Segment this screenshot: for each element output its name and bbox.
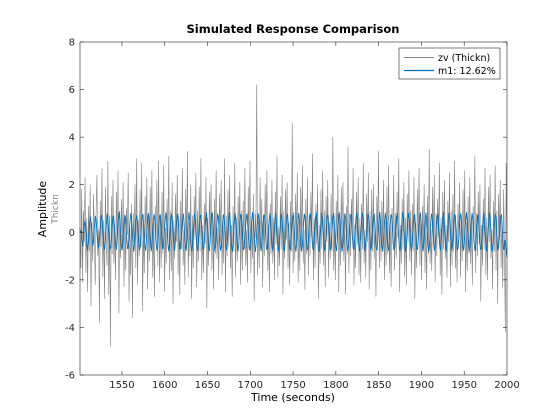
x-tick-label: 1900	[409, 380, 434, 391]
chart-title: Simulated Response Comparison	[187, 22, 400, 36]
y-tick-label: 8	[69, 38, 75, 49]
legend-box	[398, 47, 501, 80]
y-tick-label: 6	[69, 85, 75, 96]
x-tick-label: 1550	[109, 380, 134, 391]
legend-label-zv: zv (Thickn)	[438, 53, 490, 64]
channel-label: Thickn	[51, 194, 61, 225]
x-tick-label: 1750	[280, 380, 305, 391]
series-layer	[79, 84, 508, 347]
plot-area	[80, 42, 507, 375]
x-tick-label: 1600	[152, 380, 177, 391]
series-line-m1	[79, 211, 508, 258]
series-line-zv	[79, 84, 508, 347]
axes-box	[79, 41, 508, 376]
y-tick-label: -2	[65, 275, 75, 286]
y-tick-label: -6	[65, 371, 75, 382]
legend-label-m1: m1: 12.62%	[438, 66, 496, 77]
y-axis-ticks: -6 -4 -2 0 2 4 6 8	[65, 38, 507, 382]
x-tick-label: 1700	[238, 380, 263, 391]
x-tick-label: 1650	[195, 380, 220, 391]
y-tick-label: 4	[69, 133, 75, 144]
x-axis-label: Time (seconds)	[250, 391, 335, 404]
x-tick-label: 1850	[366, 380, 391, 391]
x-tick-label: 2000	[494, 380, 519, 391]
x-tick-label: 1800	[323, 380, 348, 391]
legend: zv (Thickn) m1: 12.62%	[398, 47, 501, 80]
y-axis-label: Amplitude	[36, 181, 49, 238]
y-tick-label: 2	[69, 180, 75, 191]
y-tick-label: 0	[69, 228, 75, 239]
y-tick-label: -4	[65, 323, 75, 334]
x-tick-label: 1950	[451, 380, 476, 391]
x-axis-ticks: 1550 1600 1650 1700 1750 1800 1850 1900 1950 2000	[109, 42, 520, 391]
